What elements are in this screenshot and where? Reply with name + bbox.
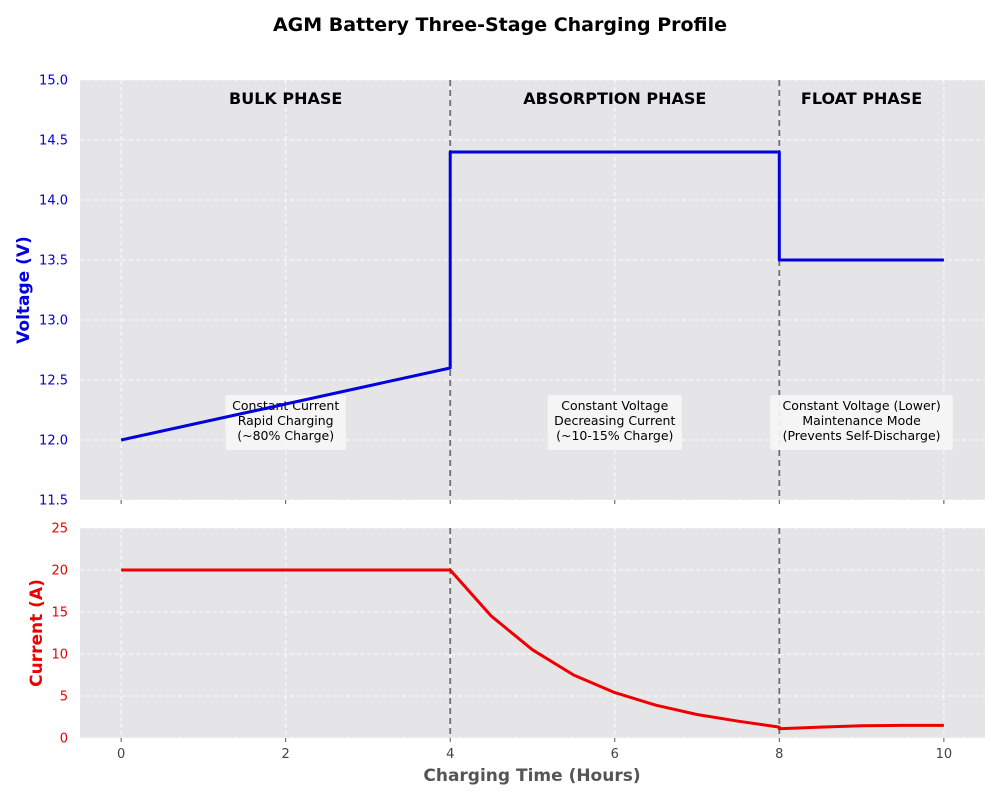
x-tick-label: 8 [775, 747, 783, 762]
current-panel: 0 5 10 15 20 25 0 2 4 6 8 10 [51, 522, 985, 762]
annotation-text: (~10-15% Charge) [556, 428, 673, 443]
annotation-text: Maintenance Mode [802, 413, 921, 428]
y-tick-label: 14.0 [39, 194, 68, 209]
y-tick-label: 25 [51, 522, 68, 537]
x-tick-label: 0 [117, 747, 125, 762]
phase-label: FLOAT PHASE [801, 89, 922, 108]
annotation-text: (~80% Charge) [237, 428, 334, 443]
y-tick-label: 5 [60, 690, 68, 705]
y-tick-label: 13.5 [39, 254, 68, 269]
time-axis-label: Charging Time (Hours) [423, 766, 640, 786]
current-axis-label: Current (A) [27, 579, 47, 687]
chart-title: AGM Battery Three-Stage Charging Profile [273, 14, 727, 36]
x-tick-label: 2 [282, 747, 290, 762]
y-tick-label: 12.5 [39, 374, 68, 389]
phase-label: BULK PHASE [229, 89, 342, 108]
current-series-line [121, 568, 944, 731]
voltage-series-line [120, 150, 944, 442]
voltage-axis-label: Voltage (V) [14, 236, 34, 344]
y-tick-label: 15 [51, 606, 68, 621]
y-tick-label: 14.5 [39, 134, 68, 149]
phase-label: ABSORPTION PHASE [523, 89, 706, 108]
annotation-text: Constant Voltage [561, 398, 668, 413]
annotation-text: Constant Voltage (Lower) [782, 398, 940, 413]
annotation-box [770, 395, 953, 450]
annotation-box [225, 395, 346, 450]
annotation-box [547, 395, 682, 450]
annotation-text: Rapid Charging [238, 413, 334, 428]
y-tick-label: 11.5 [39, 494, 68, 509]
y-tick-label: 13.0 [39, 314, 68, 329]
y-tick-label: 20 [51, 564, 68, 579]
x-tick-label: 10 [936, 747, 953, 762]
x-tick-label: 4 [446, 747, 454, 762]
y-tick-label: 0 [60, 732, 68, 747]
y-tick-label: 10 [51, 648, 68, 663]
annotation-text: Decreasing Current [554, 413, 675, 428]
voltage-panel: 11.5 12.0 12.5 13.0 13.5 14.0 14.5 15.0 Constant… [39, 74, 985, 509]
annotation-text: (Prevents Self-Discharge) [783, 428, 941, 443]
x-tick-label: 6 [611, 747, 619, 762]
plot-area [80, 528, 985, 738]
y-tick-label: 12.0 [39, 434, 68, 449]
y-tick-label: 15.0 [39, 74, 68, 89]
